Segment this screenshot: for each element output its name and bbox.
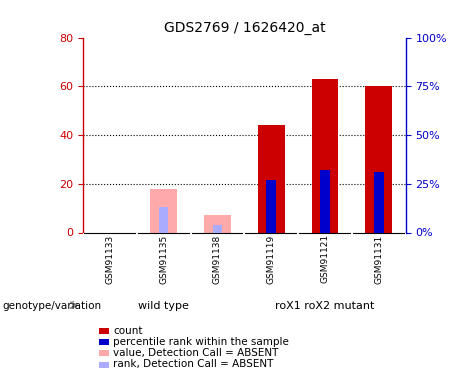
Text: percentile rank within the sample: percentile rank within the sample	[113, 337, 289, 347]
Bar	[312, 79, 338, 232]
Text: count: count	[113, 326, 142, 336]
Text: GSM91135: GSM91135	[159, 234, 168, 284]
Bar	[266, 180, 276, 232]
Bar	[159, 207, 168, 232]
Bar	[320, 170, 330, 232]
Title: GDS2769 / 1626420_at: GDS2769 / 1626420_at	[164, 21, 325, 35]
Bar	[374, 172, 384, 232]
Text: GSM91138: GSM91138	[213, 234, 222, 284]
Text: GSM91133: GSM91133	[106, 234, 114, 284]
Text: GSM91119: GSM91119	[267, 234, 276, 284]
Bar	[204, 215, 231, 232]
Bar	[150, 189, 177, 232]
Text: value, Detection Call = ABSENT: value, Detection Call = ABSENT	[113, 348, 278, 358]
Text: GSM91121: GSM91121	[320, 234, 330, 284]
Bar	[258, 125, 284, 232]
Text: genotype/variation: genotype/variation	[2, 302, 101, 311]
Text: rank, Detection Call = ABSENT: rank, Detection Call = ABSENT	[113, 360, 273, 369]
Bar	[365, 86, 392, 232]
Text: GSM91131: GSM91131	[374, 234, 383, 284]
Text: roX1 roX2 mutant: roX1 roX2 mutant	[275, 301, 375, 310]
Bar	[213, 225, 222, 232]
Text: wild type: wild type	[138, 301, 189, 310]
